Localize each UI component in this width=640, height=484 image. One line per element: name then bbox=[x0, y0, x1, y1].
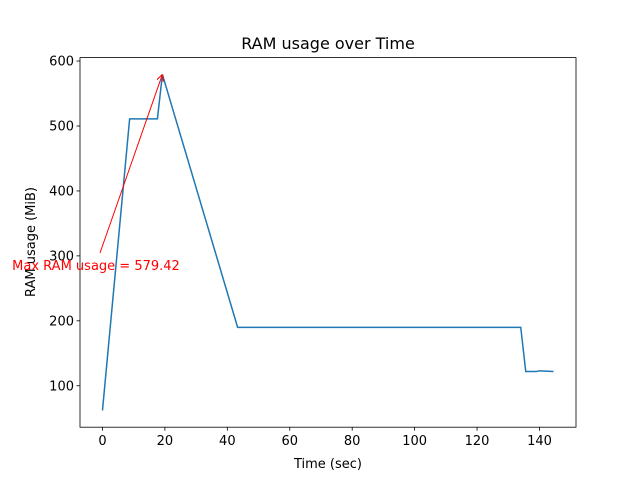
y-tick-label: 500 bbox=[49, 119, 74, 134]
x-tick-label: 40 bbox=[219, 434, 236, 449]
chart-title: RAM usage over Time bbox=[241, 34, 415, 53]
x-tick-label: 80 bbox=[344, 434, 361, 449]
annotation: Max RAM usage = 579.42 bbox=[12, 259, 180, 274]
x-tick-label: 140 bbox=[527, 434, 552, 449]
y-tick-label: 100 bbox=[49, 379, 74, 394]
y-tick-label: 600 bbox=[49, 55, 74, 70]
annotation-arrow bbox=[99, 74, 162, 254]
x-tick-label: 20 bbox=[157, 434, 174, 449]
y-axis-label: RAM usage (MiB) bbox=[24, 187, 39, 297]
line bbox=[101, 74, 554, 411]
x-tick-label: 60 bbox=[281, 434, 298, 449]
x-tick-label: 0 bbox=[98, 434, 106, 449]
x-axis-label: Time (sec) bbox=[293, 457, 362, 472]
x-tick-label: 120 bbox=[465, 434, 490, 449]
y-tick-label: 400 bbox=[49, 184, 74, 199]
axes-frame bbox=[79, 57, 577, 428]
y-tick-label: 300 bbox=[49, 249, 74, 264]
x-tick-label: 100 bbox=[402, 434, 427, 449]
y-tick-label: 200 bbox=[49, 314, 74, 329]
